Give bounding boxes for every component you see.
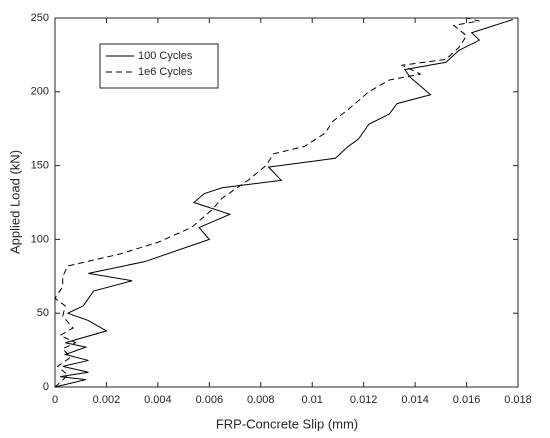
axes-box: [54, 17, 519, 388]
y-axis-label: Applied Load (kN): [7, 150, 22, 254]
series-line: [54, 19, 514, 388]
x-tick-label: 0.004: [144, 394, 172, 406]
x-axis-label: FRP-Concrete Slip (mm): [216, 416, 358, 431]
y-tick-label: 0: [43, 381, 49, 393]
legend-box: [99, 43, 219, 89]
x-tick-label: 0.008: [247, 394, 275, 406]
y-tick-label: 150: [31, 160, 49, 172]
y-tick-label: 250: [31, 12, 49, 24]
x-tick-label: 0.01: [302, 394, 323, 406]
x-tick-label: 0.006: [196, 394, 224, 406]
x-tick-label: 0: [52, 394, 58, 406]
series-line: [54, 17, 480, 388]
y-tick-label: 200: [31, 86, 49, 98]
y-tick-label: 50: [37, 307, 49, 319]
x-tick-label: 0.012: [350, 394, 378, 406]
legend-label: 100 Cycles: [138, 50, 193, 62]
legend-label: 1e6 Cycles: [138, 66, 193, 78]
x-tick-label: 0.016: [453, 394, 481, 406]
y-tick-label: 100: [31, 233, 49, 245]
x-tick-label: 0.014: [401, 394, 429, 406]
x-tick-label: 0.018: [504, 394, 532, 406]
x-tick-label: 0.002: [93, 394, 121, 406]
